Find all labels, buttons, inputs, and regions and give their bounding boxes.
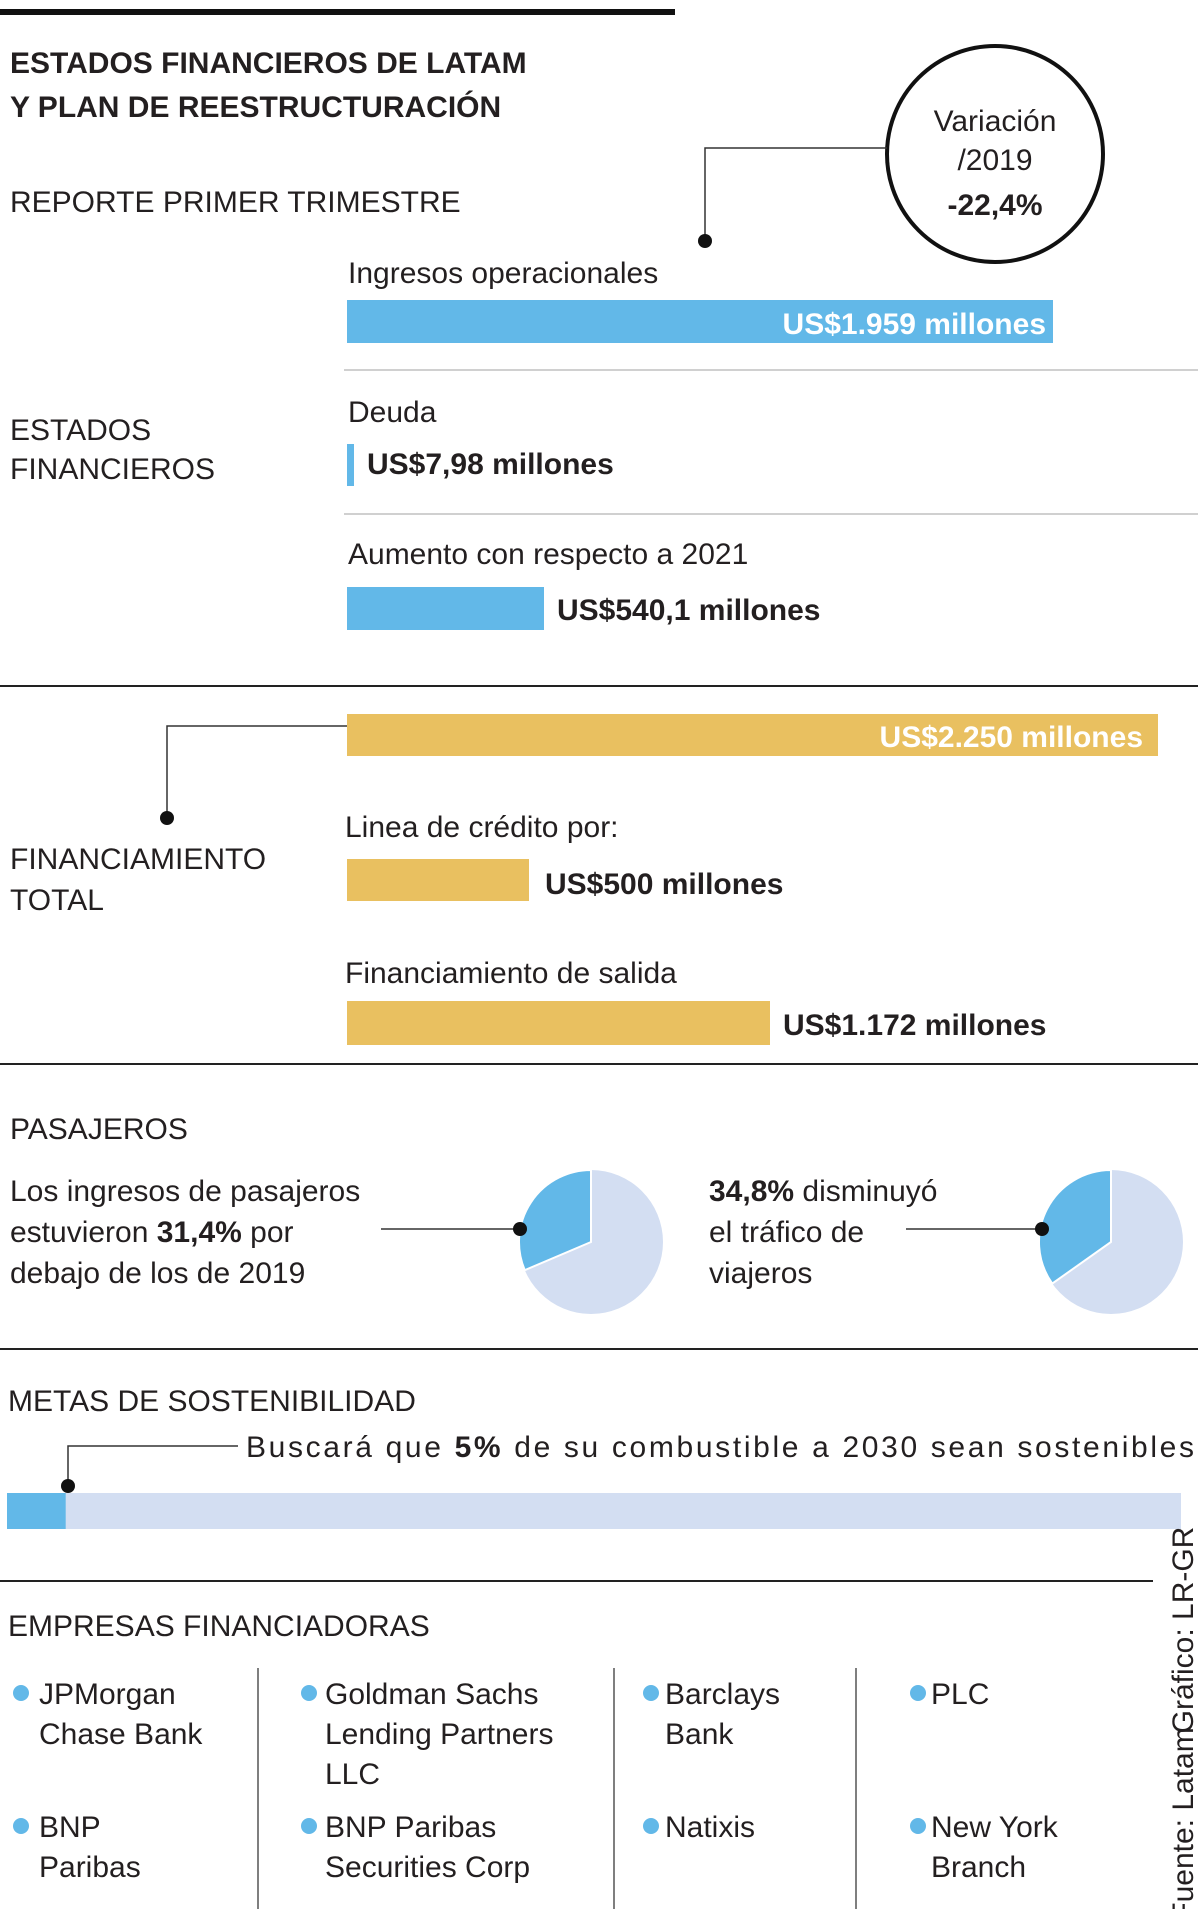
- section-title: EMPRESAS FINANCIADORAS: [8, 1610, 430, 1643]
- section-label: FINANCIAMIENTO: [10, 843, 266, 876]
- lender-name: BNP: [39, 1811, 101, 1844]
- item-label: Aumento con respecto a 2021: [348, 538, 748, 571]
- lender-name: Chase Bank: [39, 1718, 203, 1751]
- item-label: Ingresos operacionales: [348, 257, 658, 290]
- lender-name: Branch: [931, 1851, 1026, 1884]
- text-run: de su combustible a 2030 sean sostenible…: [503, 1431, 1194, 1464]
- bar: [347, 444, 354, 486]
- text-run: 34,8%: [709, 1175, 794, 1208]
- text-run: por: [242, 1216, 294, 1249]
- lender-name: Lending Partners: [325, 1718, 554, 1751]
- passenger-text: estuvieron 31,4% por: [10, 1216, 294, 1249]
- text-run: Buscará que: [246, 1431, 452, 1464]
- bar: [347, 587, 544, 630]
- passenger-text: el tráfico de: [709, 1216, 864, 1249]
- bar: [347, 859, 529, 901]
- lender-name: New York: [931, 1811, 1059, 1844]
- text-run: estuvieron: [10, 1216, 157, 1249]
- credit: Gráfico: LR-GR: [1167, 1527, 1200, 1734]
- connector-dot: [513, 1222, 527, 1236]
- item-value: US$540,1 millones: [557, 594, 820, 627]
- top-rule: [0, 9, 675, 15]
- passenger-text: Los ingresos de pasajeros: [10, 1175, 360, 1208]
- section-label: FINANCIEROS: [10, 453, 215, 486]
- section-title: METAS DE SOSTENIBILIDAD: [8, 1385, 416, 1418]
- pie-slice: [518, 1168, 592, 1272]
- item-label: Deuda: [348, 396, 437, 429]
- bullet: [643, 1818, 659, 1834]
- text-run: disminuyó: [794, 1175, 937, 1208]
- passenger-text: viajeros: [709, 1257, 812, 1290]
- text-run: 31,4%: [157, 1216, 242, 1249]
- bullet: [301, 1685, 317, 1701]
- progress-fill: [7, 1493, 66, 1529]
- text-run: 5%: [455, 1431, 501, 1464]
- item-value: US$1.959 millones: [783, 308, 1046, 341]
- passenger-text: debajo de los de 2019: [10, 1257, 305, 1290]
- bullet: [910, 1685, 926, 1701]
- pie-slice: [1038, 1168, 1112, 1285]
- connector: [704, 147, 887, 241]
- connector: [67, 1445, 238, 1486]
- variation-circle: [885, 44, 1105, 264]
- item-value: US$1.172 millones: [783, 1009, 1046, 1042]
- total-value: US$2.250 millones: [880, 721, 1143, 754]
- item-label: Financiamiento de salida: [345, 957, 677, 990]
- text-run: viajeros: [709, 1257, 812, 1290]
- text-run: debajo de los de 2019: [10, 1257, 305, 1290]
- credit: Fuente: Latam: [1167, 1727, 1200, 1909]
- connector: [166, 725, 347, 818]
- variation-label: Variación: [934, 105, 1057, 138]
- bullet: [13, 1818, 29, 1834]
- item-label: Linea de crédito por:: [345, 811, 619, 844]
- lender-name: Barclays: [665, 1678, 780, 1711]
- lender-name: BNP Paribas: [325, 1811, 496, 1844]
- sustainability-text: Buscará que 5% de su combustible a 2030 …: [246, 1431, 1194, 1464]
- progress-track: [7, 1493, 1181, 1529]
- text-run: Los ingresos de pasajeros: [10, 1175, 360, 1208]
- lender-name: LLC: [325, 1758, 380, 1791]
- lender-name: Paribas: [39, 1851, 141, 1884]
- passenger-text: 34,8% disminuyó: [709, 1175, 937, 1208]
- variation-label: /2019: [957, 144, 1032, 177]
- connector-dot: [1035, 1222, 1049, 1236]
- bar: [347, 1001, 770, 1045]
- bullet: [910, 1818, 926, 1834]
- lender-name: Bank: [665, 1718, 734, 1751]
- lender-name: Securities Corp: [325, 1851, 530, 1884]
- section-label: ESTADOS: [10, 414, 151, 447]
- text-run: el tráfico de: [709, 1216, 864, 1249]
- variation-value: -22,4%: [947, 189, 1042, 222]
- lender-name: PLC: [931, 1678, 989, 1711]
- item-value: US$7,98 millones: [367, 448, 614, 481]
- bar: [347, 714, 1158, 756]
- lender-name: Natixis: [665, 1811, 755, 1844]
- item-value: US$500 millones: [545, 868, 783, 901]
- connector-dot: [160, 811, 174, 825]
- bullet: [13, 1685, 29, 1701]
- bullet: [643, 1685, 659, 1701]
- connector-dot: [698, 234, 712, 248]
- section-title: PASAJEROS: [10, 1113, 188, 1146]
- title: Y PLAN DE REESTRUCTURACIÓN: [10, 90, 501, 124]
- subtitle: REPORTE PRIMER TRIMESTRE: [10, 186, 461, 219]
- lender-name: JPMorgan: [39, 1678, 176, 1711]
- bullet: [301, 1818, 317, 1834]
- title: ESTADOS FINANCIEROS DE LATAM: [10, 47, 527, 80]
- bar: [347, 300, 1053, 343]
- connector-dot: [61, 1479, 75, 1493]
- section-label: TOTAL: [10, 884, 104, 917]
- lender-name: Goldman Sachs: [325, 1678, 538, 1711]
